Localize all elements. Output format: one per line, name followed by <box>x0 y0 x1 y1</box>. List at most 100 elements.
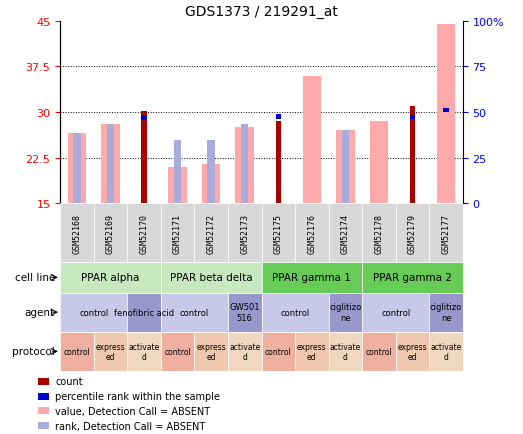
Text: GSM52172: GSM52172 <box>207 214 215 253</box>
Text: percentile rank within the sample: percentile rank within the sample <box>55 391 220 401</box>
Text: ciglitizo
ne: ciglitizo ne <box>329 303 361 322</box>
Bar <box>295 204 328 263</box>
Text: GSM52173: GSM52173 <box>240 214 249 253</box>
Bar <box>429 332 463 371</box>
Text: activate
d: activate d <box>229 342 260 361</box>
Bar <box>262 204 295 263</box>
Text: ciglitizo
ne: ciglitizo ne <box>430 303 462 322</box>
Text: GSM52174: GSM52174 <box>341 214 350 253</box>
Bar <box>328 204 362 263</box>
Text: express
ed: express ed <box>397 342 427 361</box>
Bar <box>228 204 262 263</box>
Bar <box>429 204 463 263</box>
Bar <box>295 332 328 371</box>
Bar <box>202 164 220 204</box>
Bar <box>241 125 248 204</box>
Text: GSM52176: GSM52176 <box>308 214 316 253</box>
Bar <box>38 378 49 385</box>
Text: GSM52170: GSM52170 <box>140 214 149 253</box>
Text: GSM52178: GSM52178 <box>374 214 383 253</box>
Bar <box>161 293 228 332</box>
Bar <box>161 332 195 371</box>
Text: activate
d: activate d <box>129 342 160 361</box>
Bar <box>336 131 355 204</box>
Text: control: control <box>164 347 191 356</box>
Bar <box>94 204 127 263</box>
Bar <box>168 168 187 204</box>
Bar <box>410 107 415 204</box>
Bar <box>362 293 429 332</box>
Text: agent: agent <box>25 308 55 317</box>
Bar <box>60 204 94 263</box>
Bar <box>262 332 295 371</box>
Text: activate
d: activate d <box>330 342 361 361</box>
Text: control: control <box>64 347 90 356</box>
Bar <box>303 76 321 204</box>
Bar <box>429 293 463 332</box>
Text: PPAR beta delta: PPAR beta delta <box>170 273 253 283</box>
Bar <box>228 332 262 371</box>
Text: GSM52179: GSM52179 <box>408 214 417 253</box>
Bar <box>396 204 429 263</box>
Text: GSM52175: GSM52175 <box>274 214 283 253</box>
Bar <box>141 116 147 121</box>
Text: express
ed: express ed <box>297 342 327 361</box>
Text: control: control <box>180 308 209 317</box>
Text: GSM52168: GSM52168 <box>72 214 82 253</box>
Bar <box>73 134 81 204</box>
Text: GW501
516: GW501 516 <box>230 303 260 322</box>
Bar <box>362 263 463 293</box>
Text: control: control <box>265 347 292 356</box>
Text: GSM52169: GSM52169 <box>106 214 115 253</box>
Bar <box>161 204 195 263</box>
Bar <box>437 25 456 204</box>
Bar <box>276 115 281 119</box>
Text: PPAR gamma 2: PPAR gamma 2 <box>373 273 452 283</box>
Title: GDS1373 / 219291_at: GDS1373 / 219291_at <box>185 5 338 19</box>
Text: fenofibric acid: fenofibric acid <box>114 308 174 317</box>
Bar <box>94 332 127 371</box>
Bar <box>235 128 254 204</box>
Bar <box>208 140 215 204</box>
Bar <box>101 125 120 204</box>
Bar <box>276 122 281 204</box>
Text: rank, Detection Call = ABSENT: rank, Detection Call = ABSENT <box>55 421 206 431</box>
Bar <box>195 204 228 263</box>
Text: control: control <box>381 308 411 317</box>
Bar <box>127 332 161 371</box>
Text: count: count <box>55 377 83 387</box>
Text: activate
d: activate d <box>430 342 462 361</box>
Bar <box>362 204 396 263</box>
Bar <box>444 108 449 113</box>
Text: control: control <box>280 308 310 317</box>
Text: PPAR alpha: PPAR alpha <box>81 273 140 283</box>
Bar <box>161 263 262 293</box>
Bar <box>67 134 86 204</box>
Text: control: control <box>366 347 392 356</box>
Bar <box>262 293 328 332</box>
Bar <box>410 115 415 120</box>
Text: control: control <box>79 308 108 317</box>
Bar <box>38 393 49 400</box>
Bar <box>38 422 49 429</box>
Text: protocol: protocol <box>12 347 55 356</box>
Bar <box>60 332 94 371</box>
Bar <box>228 293 262 332</box>
Bar <box>60 263 161 293</box>
Text: cell line: cell line <box>15 273 55 283</box>
Bar <box>262 263 362 293</box>
Bar <box>195 332 228 371</box>
Text: GSM52177: GSM52177 <box>441 214 451 253</box>
Bar <box>107 125 114 204</box>
Bar <box>60 293 127 332</box>
Bar <box>328 293 362 332</box>
Text: express
ed: express ed <box>196 342 226 361</box>
Bar <box>127 293 161 332</box>
Bar <box>174 140 181 204</box>
Text: GSM52171: GSM52171 <box>173 214 182 253</box>
Text: PPAR gamma 1: PPAR gamma 1 <box>272 273 351 283</box>
Bar <box>127 204 161 263</box>
Text: value, Detection Call = ABSENT: value, Detection Call = ABSENT <box>55 406 211 416</box>
Bar <box>141 112 147 204</box>
Bar <box>370 122 388 204</box>
